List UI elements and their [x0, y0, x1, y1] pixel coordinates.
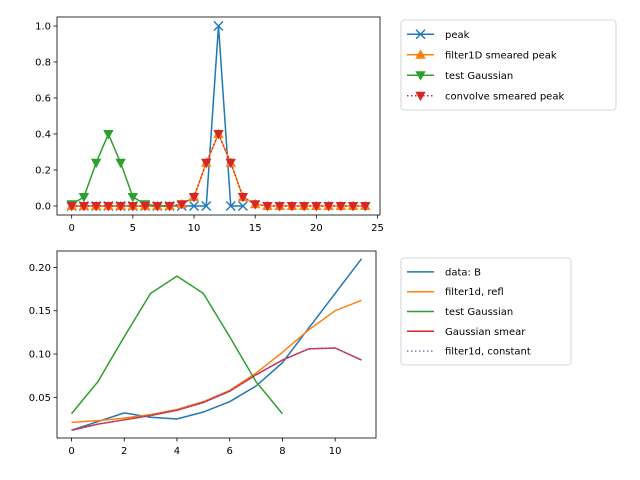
data-point [176, 200, 187, 210]
y-tick-label: 0.2 [35, 166, 51, 177]
y-tick-label: 0.05 [29, 393, 51, 404]
legend-marker [415, 91, 426, 102]
data-point [286, 201, 298, 212]
data-point [201, 201, 212, 211]
data-point [78, 201, 90, 212]
legend-marker [415, 29, 426, 40]
data-point [127, 192, 139, 203]
y-tick-label: 0.8 [35, 58, 51, 69]
data-point [225, 201, 236, 211]
data-point [347, 201, 359, 212]
data-point [360, 201, 371, 212]
data-point [127, 201, 139, 212]
data-point [78, 192, 90, 203]
data-point [323, 201, 334, 212]
legend-box [400, 257, 572, 366]
x-tick-label: 2 [121, 446, 127, 457]
legend-label: Gaussian smear [445, 327, 526, 338]
legend-box [400, 19, 617, 111]
series-line [71, 347, 362, 431]
data-point [225, 158, 236, 169]
data-point [274, 201, 285, 212]
y-tick-label: 0.20 [29, 263, 51, 274]
data-point [262, 201, 273, 212]
legend-label: test Gaussian [445, 307, 513, 318]
data-point [66, 201, 77, 212]
data-point [103, 129, 114, 140]
data-point [213, 129, 224, 140]
series-line [71, 258, 363, 431]
x-tick-label: 20 [310, 223, 323, 234]
y-tick-label: 0.0 [35, 202, 51, 213]
data-point [298, 201, 310, 212]
x-tick-label: 0 [68, 223, 74, 234]
x-tick-label: 4 [174, 446, 180, 457]
axes-frame [56, 16, 381, 216]
data-point [164, 201, 175, 212]
data-point [237, 192, 249, 203]
legend-label: test Gaussian [445, 71, 513, 82]
data-point [90, 158, 102, 169]
series-line [71, 299, 362, 424]
legend-label: data: B [445, 267, 481, 278]
legend-label: convolve smeared peak [445, 91, 564, 102]
data-point [189, 201, 200, 211]
plot-area [71, 25, 366, 207]
x-tick-label: 8 [279, 446, 285, 457]
legend-marker [415, 49, 426, 59]
data-point [201, 158, 212, 169]
data-point [103, 201, 114, 212]
plot-area [70, 258, 363, 431]
data-point [213, 21, 224, 31]
data-point [237, 201, 248, 211]
series-line [71, 347, 362, 431]
legend: data: B filter1d, refl test Gaussian Gaussi… [400, 257, 572, 366]
x-tick-label: 10 [329, 446, 342, 457]
series-line [71, 132, 366, 207]
series-line [71, 25, 243, 207]
y-tick-label: 0.4 [35, 130, 51, 141]
data-point [311, 201, 322, 212]
x-tick-label: 5 [130, 223, 136, 234]
legend-label: peak [445, 30, 470, 41]
chart-2: 0 2 4 6 8 10 0.05 0.10 0.15 0.20 data: B filter1d, … [29, 250, 572, 457]
legend: peak filter1D smeared peak test Gaussian co… [400, 19, 617, 111]
y-tick-label: 0.15 [29, 306, 51, 317]
legend-label: filter1d, refl [445, 287, 504, 298]
y-tick-label: 0.10 [29, 350, 51, 361]
x-tick-label: 25 [371, 223, 384, 234]
x-tick-label: 0 [68, 446, 74, 457]
data-point [90, 201, 102, 212]
data-point [188, 192, 200, 203]
y-tick-label: 0.6 [35, 94, 51, 105]
data-point [115, 158, 126, 169]
data-point [139, 201, 151, 212]
data-point [115, 201, 126, 212]
x-tick-label: 10 [188, 223, 201, 234]
chart-1: 0 5 10 15 20 25 0.0 0.2 0.4 0.6 0.8 1.0 peak filter1D… [35, 16, 617, 234]
legend-label: filter1d, constant [445, 347, 531, 358]
x-tick-label: 15 [249, 223, 262, 234]
data-point [152, 201, 163, 212]
axes-frame [56, 250, 377, 439]
series-line [71, 132, 366, 207]
x-tick-label: 6 [226, 446, 232, 457]
y-tick-label: 1.0 [35, 22, 51, 33]
series-line [70, 275, 283, 415]
data-point [250, 200, 261, 210]
legend-label: filter1D smeared peak [445, 50, 557, 61]
data-point [335, 201, 347, 212]
legend-marker [415, 71, 426, 81]
